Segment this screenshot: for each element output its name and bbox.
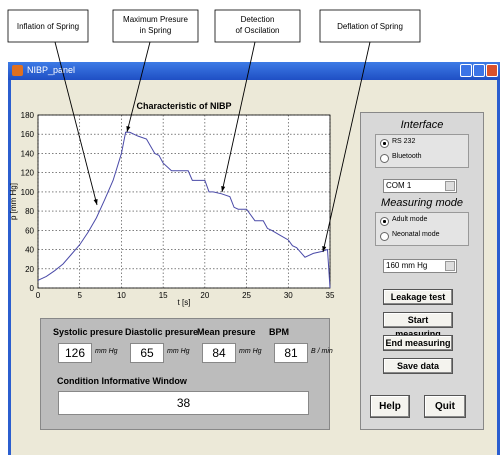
button[interactable]: Save data (383, 358, 453, 374)
callout-text: Detection of Oscilation (235, 15, 279, 35)
dropdown[interactable]: COM 1 (383, 179, 457, 193)
window-title: NIBP_panel (27, 65, 76, 75)
field-value: 126 (58, 343, 92, 363)
button[interactable]: End measuring (383, 335, 453, 351)
field-label: BPM (269, 327, 289, 337)
title-bar: NIBP_panel (8, 62, 500, 80)
radio-label: Neonatal mode (392, 231, 440, 238)
close-button[interactable] (486, 64, 498, 77)
callout-box (214, 9, 301, 43)
button[interactable]: Quit (424, 395, 466, 418)
field-unit: mm Hg (167, 348, 190, 355)
field-unit: B / min (311, 348, 333, 355)
button[interactable]: Help (370, 395, 410, 418)
callout-box (112, 9, 199, 43)
callout-text: Inflation of Spring (17, 22, 79, 31)
button[interactable]: Leakage test (383, 289, 453, 305)
field-value: 81 (274, 343, 308, 363)
radio-group: Adult mode Neonatal mode (375, 212, 469, 246)
radio-group: RS 232 Bluetooth (375, 134, 469, 168)
radio-button[interactable] (380, 232, 389, 241)
field-value: 65 (130, 343, 164, 363)
radio-label: Bluetooth (392, 153, 422, 160)
radio-label: RS 232 (392, 138, 416, 145)
field-value: 84 (202, 343, 236, 363)
callout-text-line: Maximum Presure (123, 15, 188, 24)
callout-text-line: of Oscilation (235, 26, 279, 35)
radio-label: Adult mode (392, 216, 428, 223)
results-panel: Systolic presure 126 mm Hg Diastolic presur… (40, 318, 333, 430)
callout-text-line: Detection (241, 15, 275, 24)
callout-box (319, 9, 421, 43)
app-icon (12, 65, 23, 76)
field-label: Diastolic presure (125, 327, 199, 337)
dropdown-arrow (445, 261, 455, 271)
field-unit: mm Hg (239, 348, 262, 355)
dropdown-arrow (445, 181, 455, 191)
minimize-button[interactable] (460, 64, 472, 77)
dropdown-value: COM 1 (386, 181, 412, 190)
section-title: Measuring mode (381, 197, 463, 209)
radio-button[interactable] (380, 154, 389, 163)
condition-value: 38 (58, 391, 309, 415)
section-title: Interface (400, 119, 444, 131)
callout-text: Deflation of Spring (337, 22, 403, 31)
control-panel: Interface RS 232 Bluetooth COM 1 Measuring m… (360, 112, 484, 430)
condition-label: Condition Informative Window (57, 376, 187, 386)
callout-text: Maximum Presure in Spring (123, 15, 188, 35)
radio-button[interactable] (380, 139, 389, 148)
radio-button[interactable] (380, 217, 389, 226)
button[interactable]: Start measuring (383, 312, 453, 339)
field-unit: mm Hg (95, 348, 118, 355)
maximize-button[interactable] (473, 64, 485, 77)
dropdown-value: 160 mm Hg (386, 261, 428, 270)
callout-box (7, 9, 89, 43)
field-label: Systolic presure (53, 327, 124, 337)
field-label: Mean presure (197, 327, 256, 337)
dropdown[interactable]: 160 mm Hg (383, 259, 457, 273)
callout-text-line: in Spring (140, 26, 172, 35)
